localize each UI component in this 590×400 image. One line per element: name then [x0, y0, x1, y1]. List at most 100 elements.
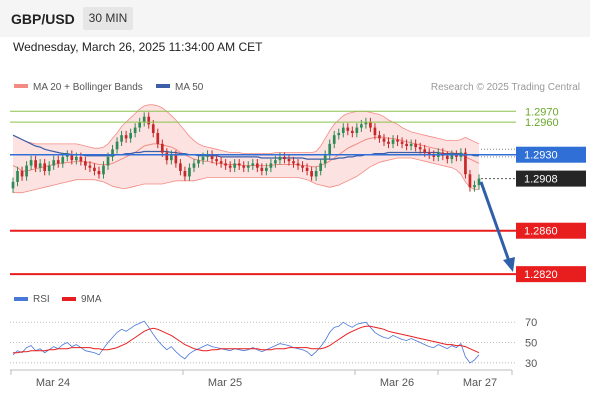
candle — [477, 174, 481, 190]
candle — [147, 112, 151, 129]
candle — [65, 150, 69, 162]
level-label: 1.2970 — [525, 106, 559, 118]
candle — [350, 126, 354, 138]
candle — [341, 123, 345, 138]
x-tick-label: Mar 26 — [380, 377, 414, 389]
candle — [387, 137, 390, 149]
x-tick-label: Mar 25 — [208, 377, 242, 389]
candle — [120, 130, 123, 147]
candle — [16, 166, 19, 187]
candle — [93, 163, 96, 176]
legend-swatch-ma20 — [14, 84, 28, 88]
candle — [364, 117, 368, 129]
level-label: 1.2960 — [525, 117, 559, 129]
candle — [246, 161, 250, 173]
candle — [274, 155, 277, 168]
candle — [84, 156, 87, 170]
candle — [310, 166, 313, 181]
candle — [197, 155, 200, 168]
candlesticks — [11, 112, 481, 193]
candle — [43, 159, 47, 176]
candle — [328, 139, 332, 160]
candle — [455, 150, 458, 162]
candle — [183, 166, 187, 181]
candle — [405, 139, 408, 151]
legend-label-ma50: MA 50 — [175, 82, 204, 93]
candle — [52, 155, 56, 170]
pair-title: GBP/USD — [11, 11, 75, 27]
candle — [473, 180, 476, 192]
level-label: 1.2908 — [524, 174, 558, 186]
candle — [179, 159, 182, 176]
candle — [29, 155, 33, 170]
candle — [97, 166, 101, 179]
candle — [314, 166, 318, 181]
candle — [427, 148, 431, 160]
candle — [332, 130, 336, 149]
candle — [192, 159, 196, 173]
candle — [11, 177, 15, 193]
candle — [414, 139, 418, 152]
candle — [34, 155, 37, 173]
candle — [156, 128, 160, 149]
candle — [129, 128, 132, 143]
candle — [170, 150, 173, 165]
candle — [396, 135, 399, 147]
candle — [337, 128, 341, 140]
candle — [251, 159, 255, 170]
candle — [355, 123, 359, 138]
candle — [373, 123, 377, 140]
candle — [450, 150, 454, 164]
candle — [165, 148, 169, 165]
candle — [219, 156, 223, 168]
candle — [102, 161, 105, 179]
forecast-arrow-head — [503, 256, 515, 272]
legend-swatch-9ma — [62, 297, 76, 301]
legend-label-ma20: MA 20 + Bollinger Bands — [33, 82, 143, 93]
candle — [432, 150, 436, 162]
candle — [233, 159, 237, 173]
price-level-1.2820: 1.2820 — [10, 266, 586, 283]
candle — [124, 130, 128, 143]
candle — [323, 150, 327, 168]
candle — [319, 159, 322, 176]
candle — [151, 119, 155, 138]
candle — [305, 163, 309, 176]
price-level-1.2908: 1.2908 — [481, 170, 586, 187]
rsi-gridlines: 30 50 70 — [10, 317, 537, 370]
ma50-line — [12, 134, 479, 160]
price-level-1.2860: 1.2860 — [10, 222, 586, 239]
candle — [188, 163, 191, 181]
candle — [138, 117, 142, 132]
timeframe-badge[interactable]: 30 MIN — [83, 7, 133, 30]
candle — [296, 159, 300, 170]
price-level-1.2930: 1.2930 — [10, 146, 586, 163]
legend-label-9ma: 9MA — [81, 294, 102, 305]
price-level-1.2960: 1.2960 — [10, 117, 559, 129]
ma20-line — [12, 136, 480, 172]
candle — [269, 159, 273, 173]
candle — [56, 155, 60, 168]
candle — [47, 161, 51, 176]
forecast-arrow — [479, 181, 515, 272]
candle — [378, 130, 381, 143]
x-tick-label: Mar 27 — [463, 377, 497, 389]
legend-swatch-ma50 — [156, 84, 170, 88]
candle — [400, 137, 404, 149]
legend-swatch-rsi — [14, 297, 28, 301]
x-axis-ticks: Mar 24 Mar 25 Mar 26 Mar 27 — [10, 370, 513, 389]
candle — [409, 139, 413, 151]
candle — [25, 161, 28, 181]
watermark: Research © 2025 Trading Central — [431, 82, 580, 93]
rsi-tick-label: 30 — [525, 358, 537, 370]
candle — [133, 123, 137, 138]
candle — [20, 166, 24, 181]
candle — [301, 161, 304, 173]
candle — [88, 161, 92, 173]
candle — [242, 161, 246, 173]
candle — [382, 134, 386, 147]
level-label: 1.2820 — [524, 269, 558, 281]
candle — [265, 163, 268, 176]
rsi-legend: RSI 9MA — [14, 294, 102, 305]
